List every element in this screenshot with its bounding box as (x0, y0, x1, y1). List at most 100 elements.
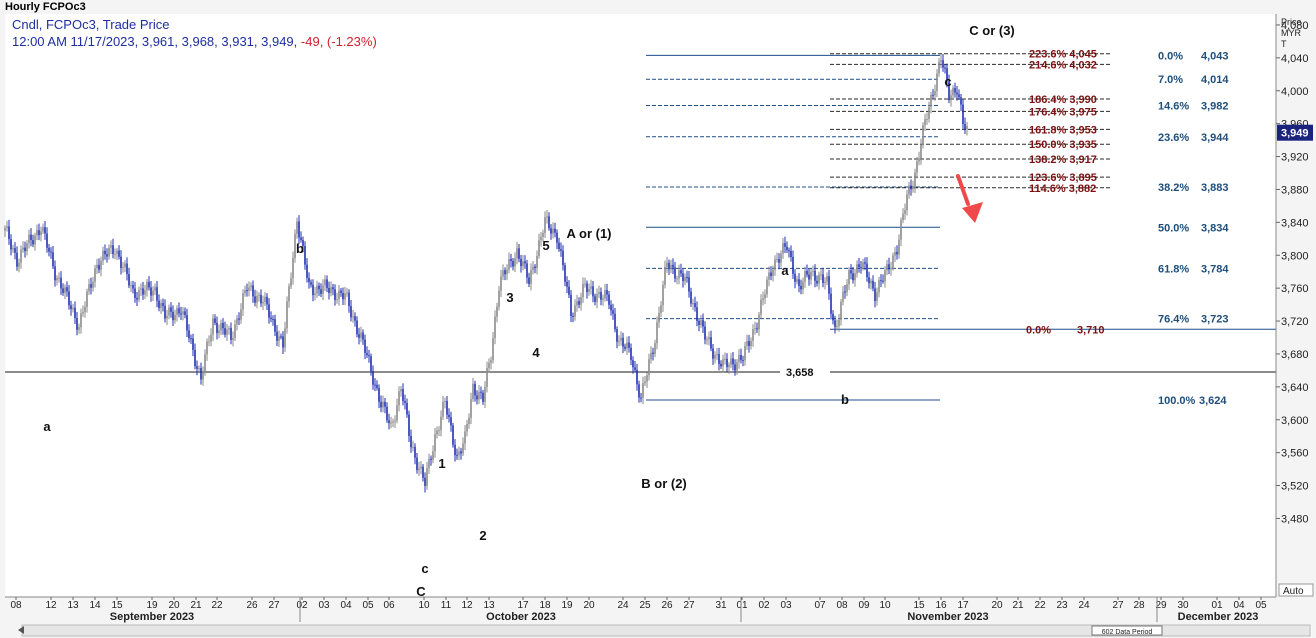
candle-body (720, 363, 722, 367)
candle-body (954, 88, 956, 93)
candle (830, 287, 832, 320)
candle (288, 283, 290, 308)
candle-body (362, 332, 364, 340)
candle-body (134, 288, 136, 298)
candle (620, 331, 622, 346)
candle (312, 279, 314, 302)
candle (786, 241, 788, 253)
candle (376, 380, 378, 391)
candle (350, 300, 352, 322)
candle (782, 238, 784, 259)
candle-body (88, 284, 90, 292)
candle (894, 246, 896, 262)
candle-body (936, 73, 938, 92)
candle (952, 85, 954, 100)
candle-body (796, 279, 798, 282)
candle (264, 292, 266, 306)
candle-body (770, 272, 772, 277)
wave-label: A or (1) (566, 226, 611, 241)
scroll-left-arrow[interactable] (18, 626, 24, 634)
candle (306, 258, 308, 283)
candle (752, 324, 754, 347)
candle (766, 276, 768, 298)
candle-body (178, 308, 180, 314)
wave-label: B or (2) (641, 476, 687, 491)
candle (818, 271, 820, 290)
candle (74, 301, 76, 325)
candle-body (940, 60, 942, 62)
scrollbar-thumb[interactable] (1091, 625, 1163, 636)
candle-body (656, 322, 658, 344)
candle (734, 359, 736, 376)
candle-body (536, 255, 538, 269)
candle-body (142, 288, 144, 295)
candle-body (694, 303, 696, 308)
candle-body (186, 315, 188, 331)
candle (688, 270, 690, 298)
candle-body (710, 337, 712, 349)
candle (896, 245, 898, 260)
auto-scale-button[interactable] (1278, 583, 1314, 597)
candle (16, 246, 18, 271)
candle-body (580, 297, 582, 305)
candle-body (594, 296, 596, 302)
candle-body (246, 290, 248, 292)
candle (92, 276, 94, 292)
candle-body (502, 270, 504, 277)
candle-body (946, 68, 948, 82)
candle (930, 92, 932, 114)
candle (352, 309, 354, 323)
candle-body (818, 274, 820, 284)
candle-body (226, 329, 228, 335)
fib-retracement-pct: 14.6% (1158, 101, 1189, 113)
candle (944, 63, 946, 74)
candle-body (828, 276, 830, 294)
candle (522, 255, 524, 271)
candle-body (614, 313, 616, 330)
down-arrow-shaft (956, 174, 970, 206)
candle (736, 359, 738, 375)
candle-body (164, 305, 166, 319)
candle-body (868, 277, 870, 284)
candle (722, 354, 724, 373)
candle (800, 279, 802, 295)
candle (90, 277, 92, 295)
candle-body (380, 401, 382, 408)
candle (278, 330, 280, 347)
candle-body (352, 316, 354, 318)
candle (462, 437, 464, 456)
candle-body (902, 213, 904, 221)
candle-body (964, 123, 966, 130)
candle (900, 217, 902, 247)
candle (84, 301, 86, 318)
candle (806, 264, 808, 278)
candle-body (696, 307, 698, 321)
candle (862, 258, 864, 271)
price-tick-label: 3,760 (1281, 283, 1309, 295)
candle-body (474, 383, 476, 396)
price-tick-label: 3,680 (1281, 349, 1309, 361)
candle-body (702, 320, 704, 327)
candle (694, 296, 696, 312)
candle (14, 242, 16, 260)
candle-body (450, 417, 452, 426)
candle-body (934, 91, 936, 96)
candle (584, 277, 586, 288)
price-axis-title: MYR (1281, 28, 1302, 38)
candle-body (514, 258, 516, 267)
candle (540, 231, 542, 247)
candle-body (422, 466, 424, 478)
candle-body (572, 315, 574, 317)
candle (282, 331, 284, 354)
candle (42, 223, 44, 234)
candle-body (512, 260, 514, 267)
candle-body (284, 328, 286, 348)
candle (908, 182, 910, 199)
candle (588, 283, 590, 296)
price-tick-label: 4,040 (1281, 53, 1309, 65)
candle-body (42, 227, 44, 232)
candle-body (462, 443, 464, 454)
candle-body (242, 293, 244, 310)
candle (762, 291, 764, 306)
